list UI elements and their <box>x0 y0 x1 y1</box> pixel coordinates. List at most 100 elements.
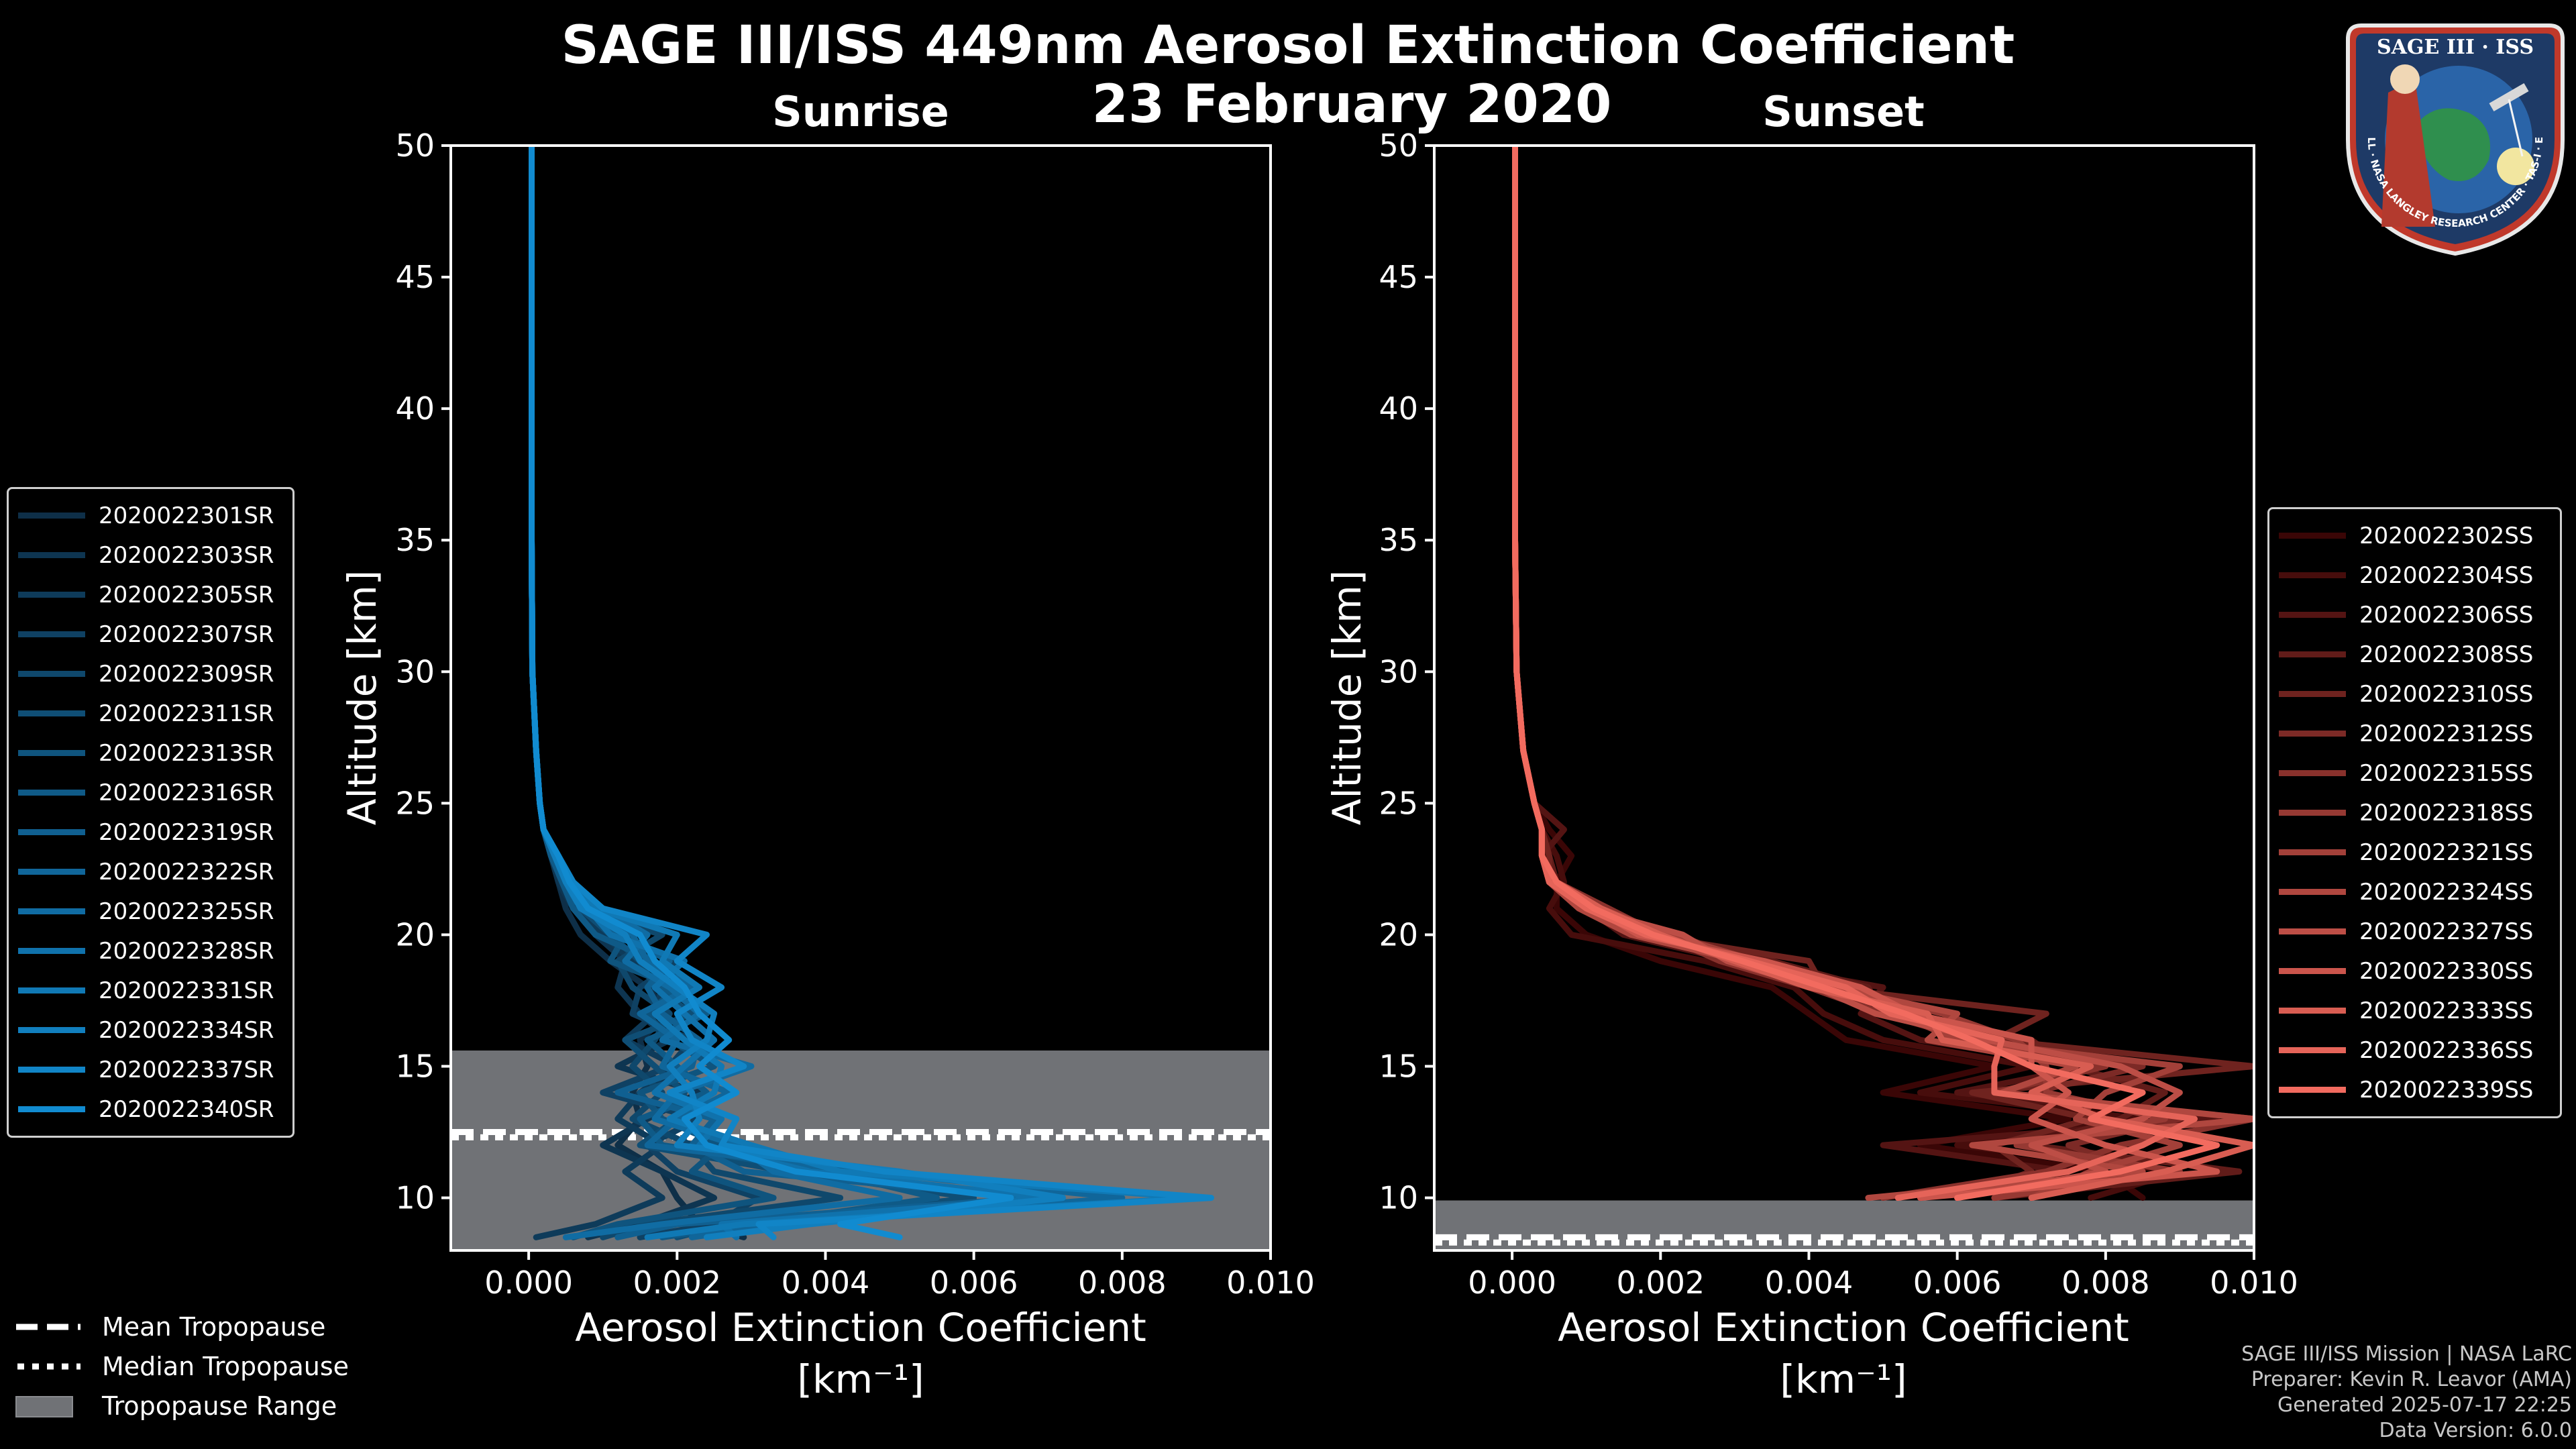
legend-label: 2020022309SR <box>99 660 274 688</box>
sunset-legend-item: 2020022339SS <box>2279 1070 2551 1110</box>
legend-label: 2020022304SS <box>2359 561 2534 589</box>
sunrise-ytick-label: 35 <box>395 522 435 558</box>
legend-swatch <box>18 869 85 875</box>
legend-label: 2020022318SS <box>2359 799 2534 826</box>
legend-swatch <box>18 750 85 756</box>
legend-swatch <box>18 1106 85 1112</box>
sunrise-xtick-label: 0.006 <box>930 1265 1018 1301</box>
sunrise-legend-item: 2020022313SR <box>18 733 283 773</box>
sunrise-ytick-label: 10 <box>395 1180 435 1216</box>
sunset-ytick-label: 25 <box>1379 785 1418 821</box>
sunrise-panel-title: Sunrise <box>772 87 949 136</box>
sunrise-legend-item: 2020022322SR <box>18 852 283 892</box>
sunrise-profile-2020022340SR <box>529 146 1014 1240</box>
legend-label: 2020022334SR <box>99 1016 274 1044</box>
credits-preparer: Preparer: Kevin R. Leavor (AMA) <box>2251 1368 2572 1391</box>
figure-date: 23 February 2020 <box>1092 74 1612 135</box>
sunrise-legend-item: 2020022307SR <box>18 614 283 654</box>
legend-label: 2020022327SS <box>2359 918 2534 945</box>
sunrise-ytick-label: 20 <box>395 916 435 953</box>
sunset-plot: 0.000 0.002 0.004 0.006 0.008 0.010 10 15 20 25 3… <box>1324 127 2298 1402</box>
legend-label: 2020022321SS <box>2359 839 2534 866</box>
sunrise-legend-item: 2020022303SR <box>18 535 283 575</box>
sunrise-ylabel: Altitude [km] <box>339 570 385 825</box>
range-swatch-icon <box>15 1395 73 1417</box>
legend-swatch <box>18 790 85 796</box>
sunset-y-ticks: 10 15 20 25 30 35 40 45 50 <box>1379 127 1434 1216</box>
legend-swatch <box>18 552 85 558</box>
legend-label: 2020022328SR <box>99 937 274 965</box>
legend-swatch <box>18 908 85 914</box>
sunrise-xlabel: Aerosol Extinction Coefficient <box>575 1305 1146 1350</box>
sunrise-xtick-label: 0.010 <box>1226 1265 1315 1301</box>
sunset-legend-item: 2020022324SS <box>2279 872 2551 912</box>
sunset-xtick-label: 0.002 <box>1616 1265 1705 1301</box>
sunrise-legend-item: 2020022340SR <box>18 1089 283 1129</box>
sunset-axes-frame <box>1433 144 2255 1252</box>
legend-swatch <box>18 829 85 835</box>
sunset-xtick-label: 0.000 <box>1468 1265 1556 1301</box>
sunrise-axes-frame <box>449 144 1272 1252</box>
sunset-xtick-label: 0.004 <box>1765 1265 1854 1301</box>
legend-swatch <box>2279 651 2346 657</box>
sunset-xtick-label: 0.008 <box>2061 1265 2150 1301</box>
legend-swatch <box>2279 612 2346 618</box>
sunrise-legend: 2020022301SR 2020022303SR 2020022305SR 2020… <box>7 487 294 1138</box>
legend-label: 2020022336SS <box>2359 1036 2534 1064</box>
legend-label: 2020022310SS <box>2359 680 2534 708</box>
legend-swatch <box>18 1027 85 1033</box>
sunset-legend-item: 2020022318SS <box>2279 793 2551 833</box>
legend-label: 2020022302SS <box>2359 522 2534 549</box>
legend-swatch <box>18 592 85 598</box>
sunrise-legend-item: 2020022328SR <box>18 931 283 971</box>
legend-label: 2020022312SS <box>2359 720 2534 747</box>
sunset-panel-title: Sunset <box>1762 87 1925 136</box>
sunset-profile-2020022339SS <box>1512 146 2220 1201</box>
legend-swatch <box>18 631 85 637</box>
tropopause-legend-range: Tropopause Range <box>15 1386 349 1426</box>
sunrise-legend-item: 2020022316SR <box>18 773 283 812</box>
legend-label: 2020022337SR <box>99 1056 274 1083</box>
legend-label: 2020022340SR <box>99 1095 274 1123</box>
sunrise-legend-item: 2020022301SR <box>18 496 283 535</box>
legend-label: 2020022333SS <box>2359 997 2534 1024</box>
legend-swatch <box>2279 928 2346 934</box>
tropopause-legend-median: Median Tropopause <box>15 1346 349 1386</box>
legend-label: 2020022305SR <box>99 581 274 608</box>
credits-version: Data Version: 6.0.0 <box>2379 1419 2572 1442</box>
sunrise-ytick-label: 25 <box>395 785 435 821</box>
legend-label: 2020022324SS <box>2359 878 2534 906</box>
tropopause-range-label: Tropopause Range <box>102 1391 337 1421</box>
sunrise-ytick-label: 45 <box>395 259 435 295</box>
sunset-legend-item: 2020022310SS <box>2279 674 2551 714</box>
sunset-legend-item: 2020022304SS <box>2279 555 2551 595</box>
tropopause-legend: Mean Tropopause Median Tropopause Tropop… <box>15 1307 349 1426</box>
sunset-xlabel: Aerosol Extinction Coefficient <box>1558 1305 2129 1350</box>
legend-label: 2020022313SR <box>99 739 274 767</box>
figure-title: SAGE III/ISS 449nm Aerosol Extinction Co… <box>561 15 2015 76</box>
sunset-ytick-label: 15 <box>1379 1049 1418 1085</box>
legend-label: 2020022315SS <box>2359 759 2534 787</box>
sunrise-legend-item: 2020022311SR <box>18 694 283 733</box>
sunset-ytick-label: 35 <box>1379 522 1418 558</box>
sunset-x-ticks: 0.000 0.002 0.004 0.006 0.008 0.010 <box>1468 1250 2298 1301</box>
sunset-ytick-label: 20 <box>1379 916 1418 953</box>
legend-swatch <box>2279 572 2346 578</box>
sunrise-ytick-label: 30 <box>395 653 435 690</box>
legend-label: 2020022307SR <box>99 621 274 648</box>
dashed-line-icon <box>16 1324 80 1330</box>
legend-label: 2020022306SS <box>2359 601 2534 629</box>
legend-label: 2020022308SS <box>2359 641 2534 668</box>
sunset-legend: 2020022302SS 2020022304SS 2020022306SS 2020… <box>2267 507 2562 1118</box>
legend-swatch <box>2279 533 2346 539</box>
sunset-ytick-label: 10 <box>1379 1180 1418 1216</box>
legend-label: 2020022319SR <box>99 818 274 846</box>
legend-swatch <box>2279 889 2346 895</box>
legend-swatch <box>18 1067 85 1073</box>
sunrise-ytick-label: 50 <box>395 127 435 164</box>
sunset-ytick-label: 40 <box>1379 390 1418 427</box>
credits: SAGE III/ISS Mission | NASA LaRC Prepare… <box>2241 1342 2572 1444</box>
legend-swatch <box>18 710 85 716</box>
sunset-xunit: [km⁻¹] <box>1780 1356 1907 1402</box>
